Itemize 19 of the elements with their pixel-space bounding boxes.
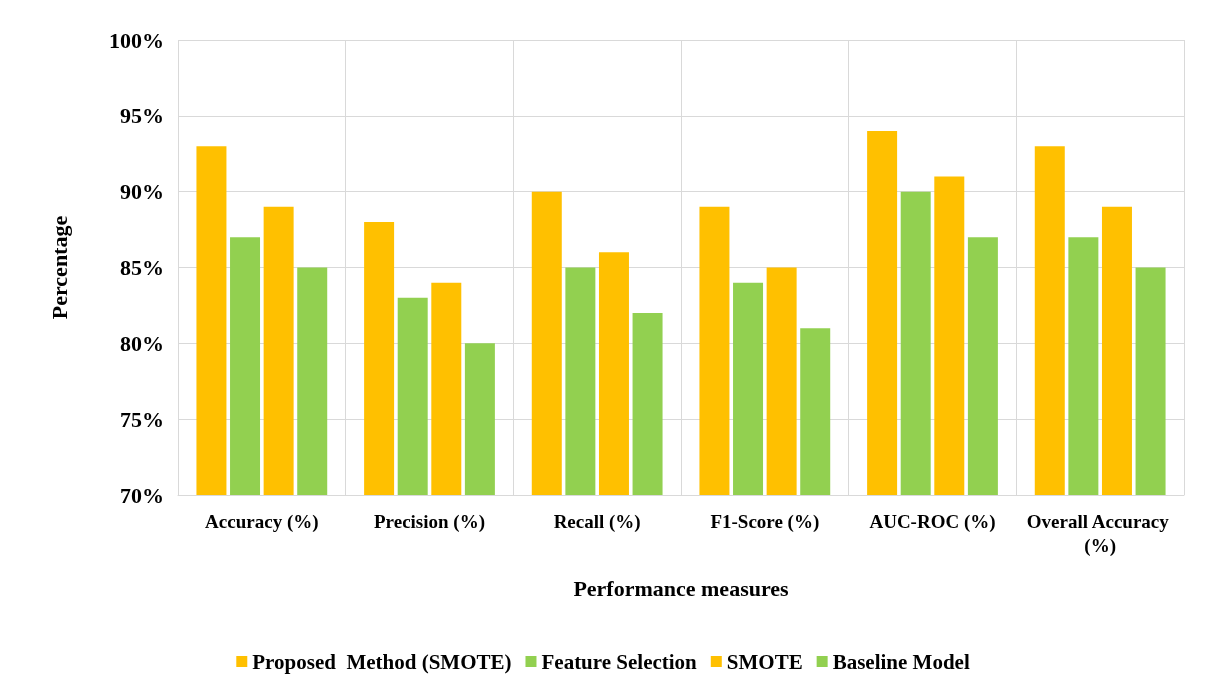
y-axis-title: Percentage (46, 215, 72, 320)
y-tick-label: 100% (109, 27, 164, 53)
x-tick-label: F1-Score (%) (710, 510, 820, 533)
y-tick-label: 90% (120, 179, 164, 205)
x-tick-label: Accuracy (%) (205, 510, 319, 533)
x-tick-label: Precision (%) (374, 510, 485, 533)
legend-label: Feature Selection (541, 649, 698, 674)
legend-label: SMOTE (726, 649, 803, 674)
legend-label: Baseline Model (832, 649, 970, 674)
x-tick-label: Recall (%) (553, 510, 641, 533)
legend-label: Proposed Method (SMOTE) (252, 649, 512, 674)
y-tick-label: 80% (120, 330, 164, 356)
y-tick-label: 85% (120, 255, 164, 280)
y-tick-label: 75% (120, 406, 164, 432)
y-tick-label: 95% (120, 103, 164, 129)
x-axis-title: Performance measures (573, 575, 790, 601)
x-tick-label: AUC-ROC (%) (869, 510, 996, 533)
x-tick-label: Overall Accuracy (%) (1026, 510, 1174, 557)
y-tick-label: 70% (120, 482, 164, 508)
